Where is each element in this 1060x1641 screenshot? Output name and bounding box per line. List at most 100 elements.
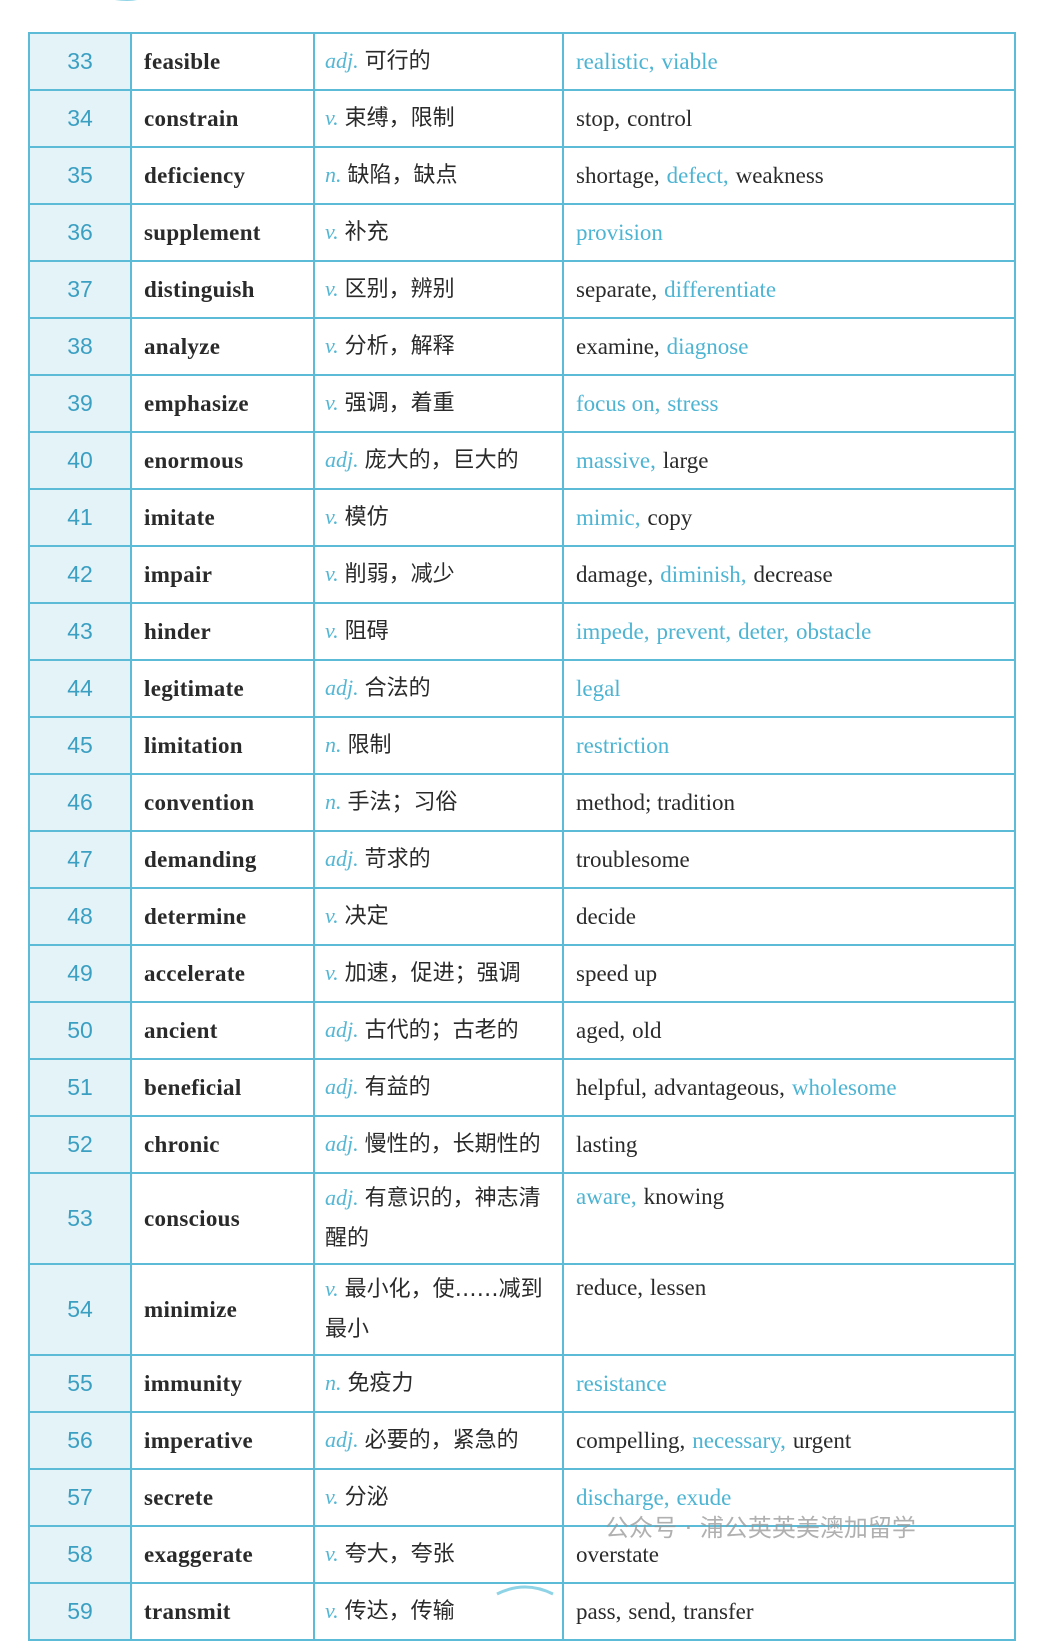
headword: exaggerate: [130, 1525, 315, 1584]
synonym: old: [632, 1017, 662, 1043]
synonym: aware,: [576, 1184, 637, 1209]
synonyms-cell: compelling, necessary, urgent: [562, 1411, 1016, 1470]
synonyms-cell: examine, diagnose: [562, 317, 1016, 376]
part-of-speech: n.: [325, 1370, 342, 1395]
meaning: 缺陷，缺点: [347, 163, 458, 188]
synonyms-cell: speed up: [562, 944, 1016, 1003]
synonym: provision: [576, 219, 663, 245]
part-of-speech: v.: [325, 561, 339, 586]
meaning: 可行的: [364, 49, 431, 74]
meaning-cell: v. 强调，着重: [313, 374, 564, 433]
headword: enormous: [130, 431, 315, 490]
row-number: 49: [28, 944, 132, 1003]
vocab-row: 41 imitate v. 模仿 mimic, copy: [28, 488, 1016, 547]
headword: distinguish: [130, 260, 315, 319]
row-number: 51: [28, 1058, 132, 1117]
vocab-row: 43 hinder v. 阻碍 impede, prevent, deter, obstacl…: [28, 602, 1016, 661]
meaning: 削弱，减少: [344, 562, 455, 587]
part-of-speech: adj.: [325, 1185, 359, 1210]
synonyms-cell: reduce, lessen: [562, 1263, 1016, 1356]
row-number: 39: [28, 374, 132, 433]
synonyms-cell: helpful, advantageous, wholesome: [562, 1058, 1016, 1117]
meaning: 决定: [344, 904, 389, 929]
synonym: legal: [576, 675, 621, 701]
part-of-speech: adj.: [325, 846, 359, 871]
vocab-row: 34 constrain v. 束缚，限制 stop, control: [28, 89, 1016, 148]
synonym: large: [662, 447, 709, 473]
row-number: 54: [28, 1263, 132, 1356]
synonym: method; tradition: [576, 789, 736, 815]
synonym: reduce,: [576, 1275, 644, 1300]
headword: supplement: [130, 203, 315, 262]
decoration: [496, 1585, 554, 1596]
headword: limitation: [130, 716, 315, 775]
meaning-cell: v. 区别，辨别: [313, 260, 564, 319]
synonyms-cell: shortage, defect, weakness: [562, 146, 1016, 205]
synonym: wholesome: [791, 1074, 897, 1100]
synonym: massive,: [576, 447, 656, 473]
row-number: 36: [28, 203, 132, 262]
row-number: 42: [28, 545, 132, 604]
decoration: [115, 0, 137, 1]
meaning: 分析，解释: [344, 334, 455, 359]
vocab-row: 39 emphasize v. 强调，着重 focus on, stress: [28, 374, 1016, 433]
synonyms-cell: aware, knowing: [562, 1172, 1016, 1265]
meaning: 强调，着重: [344, 391, 455, 416]
synonym: knowing: [643, 1184, 725, 1209]
part-of-speech: v.: [325, 276, 339, 301]
synonyms-cell: realistic, viable: [562, 32, 1016, 91]
synonym: defect,: [666, 162, 729, 188]
synonyms-cell: separate, differentiate: [562, 260, 1016, 319]
meaning: 必要的，紧急的: [364, 1428, 519, 1453]
part-of-speech: v.: [325, 960, 339, 985]
vocab-row: 52 chronic adj. 慢性的，长期性的 lasting: [28, 1115, 1016, 1174]
synonyms-cell: damage, diminish, decrease: [562, 545, 1016, 604]
meaning-cell: v. 束缚，限制: [313, 89, 564, 148]
meaning: 分泌: [344, 1485, 389, 1510]
meaning-cell: v. 补充: [313, 203, 564, 262]
vocab-row: 37 distinguish v. 区别，辨别 separate, differentia…: [28, 260, 1016, 319]
headword: hinder: [130, 602, 315, 661]
part-of-speech: adj.: [325, 675, 359, 700]
vocab-row: 45 limitation n. 限制 restriction: [28, 716, 1016, 775]
synonyms-cell: resistance: [562, 1354, 1016, 1413]
meaning: 模仿: [344, 505, 389, 530]
headword: convention: [130, 773, 315, 832]
headword: emphasize: [130, 374, 315, 433]
vocab-row: 56 imperative adj. 必要的，紧急的 compelling, necess…: [28, 1411, 1016, 1470]
synonym: send,: [628, 1598, 677, 1624]
synonyms-cell: massive, large: [562, 431, 1016, 490]
part-of-speech: adj.: [325, 1131, 359, 1156]
meaning-cell: v. 阻碍: [313, 602, 564, 661]
meaning: 束缚，限制: [344, 106, 455, 131]
headword: determine: [130, 887, 315, 946]
vocab-row: 49 accelerate v. 加速，促进；强调 speed up: [28, 944, 1016, 1003]
headword: ancient: [130, 1001, 315, 1060]
meaning: 补充: [344, 220, 389, 245]
vocab-row: 47 demanding adj. 苛求的 troublesome: [28, 830, 1016, 889]
meaning: 有益的: [364, 1075, 431, 1100]
row-number: 50: [28, 1001, 132, 1060]
meaning: 苛求的: [364, 847, 431, 872]
page: 33 feasible adj. 可行的 realistic, viable 34 const…: [28, 0, 1016, 1641]
synonym: deter,: [738, 618, 789, 644]
synonyms-cell: lasting: [562, 1115, 1016, 1174]
row-number: 55: [28, 1354, 132, 1413]
synonym: restriction: [576, 732, 670, 758]
meaning-cell: v. 决定: [313, 887, 564, 946]
headword: beneficial: [130, 1058, 315, 1117]
row-number: 46: [28, 773, 132, 832]
synonym: examine,: [576, 333, 660, 359]
synonym: urgent: [792, 1427, 852, 1453]
headword: feasible: [130, 32, 315, 91]
synonym: prevent,: [656, 618, 732, 644]
row-number: 35: [28, 146, 132, 205]
synonyms-cell: mimic, copy: [562, 488, 1016, 547]
synonym: discharge,: [576, 1484, 670, 1510]
meaning-cell: v. 加速，促进；强调: [313, 944, 564, 1003]
vocab-row: 51 beneficial adj. 有益的 helpful, advantageous,…: [28, 1058, 1016, 1117]
meaning-cell: adj. 苛求的: [313, 830, 564, 889]
meaning: 区别，辨别: [344, 277, 455, 302]
vocab-row: 55 immunity n. 免疫力 resistance: [28, 1354, 1016, 1413]
synonyms-cell: troublesome: [562, 830, 1016, 889]
